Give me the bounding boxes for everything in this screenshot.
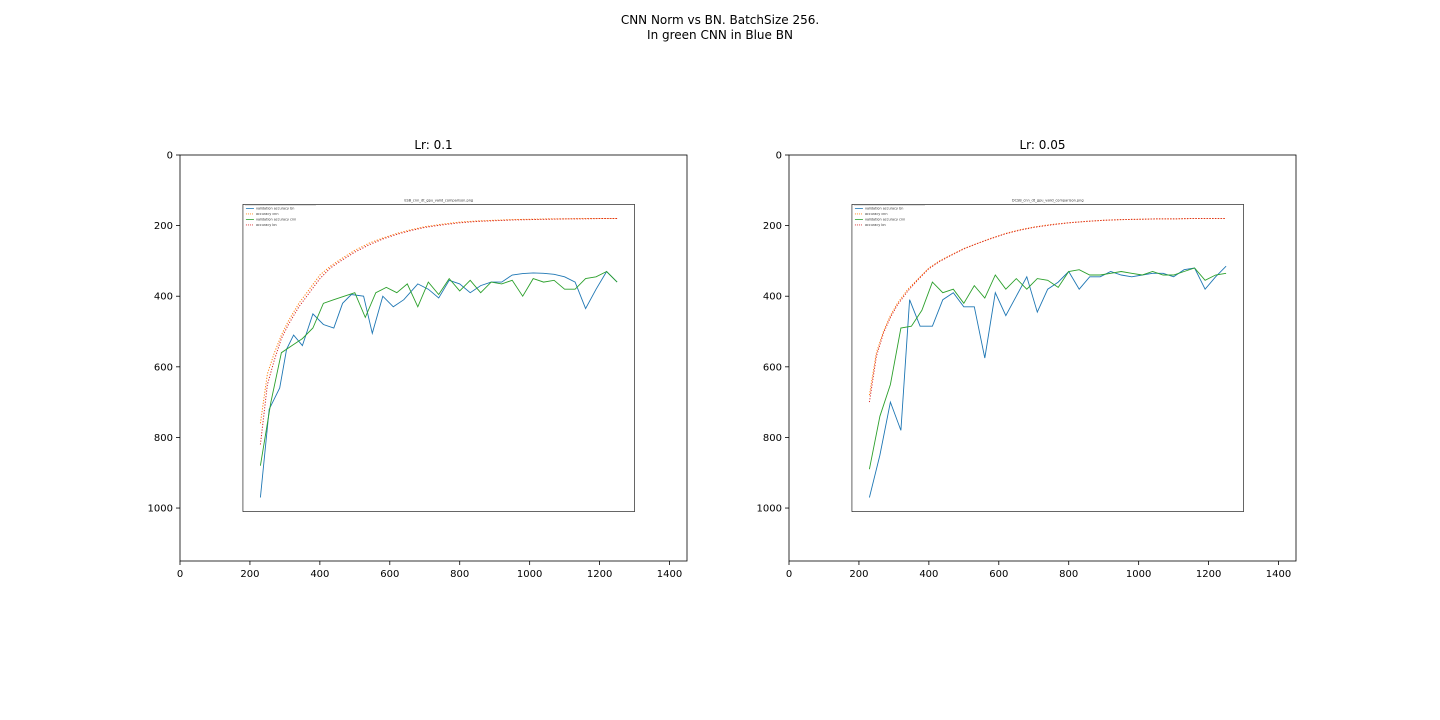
y-tick-label: 800 [763, 433, 782, 444]
embedded-plot-title: DCSB_cnn_dt_gpu_valid_comparison.png [1012, 198, 1084, 202]
legend-label: accuracy bn [256, 223, 277, 227]
y-tick-label: 200 [763, 221, 782, 232]
series-line [868, 218, 1227, 403]
legend-label: validation accuracy bn [256, 207, 294, 211]
embedded-plot-title: ESB_cnn_dt_gpu_valid_comparison.png [404, 198, 473, 202]
axes-frame [788, 154, 1297, 562]
embedded-plot: ESB_cnn_dt_gpu_valid_comparison.pngvalid… [242, 198, 635, 512]
x-tick-label: 0 [786, 569, 792, 580]
y-tick-label: 800 [154, 433, 173, 444]
x-tick-label: 400 [919, 569, 938, 580]
legend-label: validation accuracy bn [865, 207, 903, 211]
x-tick-label: 1000 [1126, 569, 1151, 580]
x-tick-label: 1400 [1266, 569, 1291, 580]
axes-frame [179, 154, 688, 562]
subplot-title: Lr: 0.1 [414, 138, 452, 152]
y-tick-label: 1000 [757, 504, 782, 515]
legend-label: accuracy bn [865, 223, 886, 227]
x-tick-label: 1000 [517, 569, 542, 580]
y-tick-label: 400 [763, 292, 782, 303]
series-line [259, 218, 618, 445]
x-tick-label: 400 [310, 569, 329, 580]
subplot-title: Lr: 0.05 [1020, 138, 1066, 152]
series-line [259, 270, 618, 498]
y-tick-label: 400 [154, 292, 173, 303]
series-line [259, 218, 618, 424]
series-line [259, 270, 618, 466]
embedded-plot-frame [242, 204, 635, 512]
x-tick-label: 600 [380, 569, 399, 580]
legend-label: validation accuracy cnn [256, 218, 296, 222]
legend-label: accuracy cnn [256, 212, 279, 216]
x-tick-label: 1200 [587, 569, 612, 580]
x-tick-label: 200 [849, 569, 868, 580]
y-tick-label: 600 [763, 362, 782, 373]
y-tick-label: 600 [154, 362, 173, 373]
x-tick-label: 200 [240, 569, 259, 580]
legend-label: accuracy cnn [865, 212, 888, 216]
x-tick-label: 800 [450, 569, 469, 580]
figure-suptitle-line-1: CNN Norm vs BN. BatchSize 256. [620, 13, 820, 27]
x-tick-label: 0 [177, 569, 183, 580]
legend-label: validation accuracy cnn [865, 218, 905, 222]
series-line [868, 265, 1227, 498]
y-tick-label: 0 [776, 151, 782, 162]
subplot-lr-0-1: Lr: 0.1 ESB_cnn_dt_gpu_valid_comparison.p… [148, 138, 688, 580]
embedded-plot-frame [851, 204, 1244, 512]
x-tick-label: 1400 [657, 569, 682, 580]
y-tick-label: 0 [167, 151, 173, 162]
x-tick-label: 800 [1059, 569, 1078, 580]
figure-suptitle-line-2: In green CNN in Blue BN [647, 28, 793, 42]
y-tick-label: 200 [154, 221, 173, 232]
x-tick-label: 1200 [1196, 569, 1221, 580]
series-line [868, 267, 1227, 470]
subplot-lr-0-05: Lr: 0.05 DCSB_cnn_dt_gpu_valid_comparison… [757, 138, 1297, 580]
y-tick-label: 1000 [148, 504, 173, 515]
embedded-plot: DCSB_cnn_dt_gpu_valid_comparison.pngvali… [851, 198, 1244, 512]
x-tick-label: 600 [989, 569, 1008, 580]
